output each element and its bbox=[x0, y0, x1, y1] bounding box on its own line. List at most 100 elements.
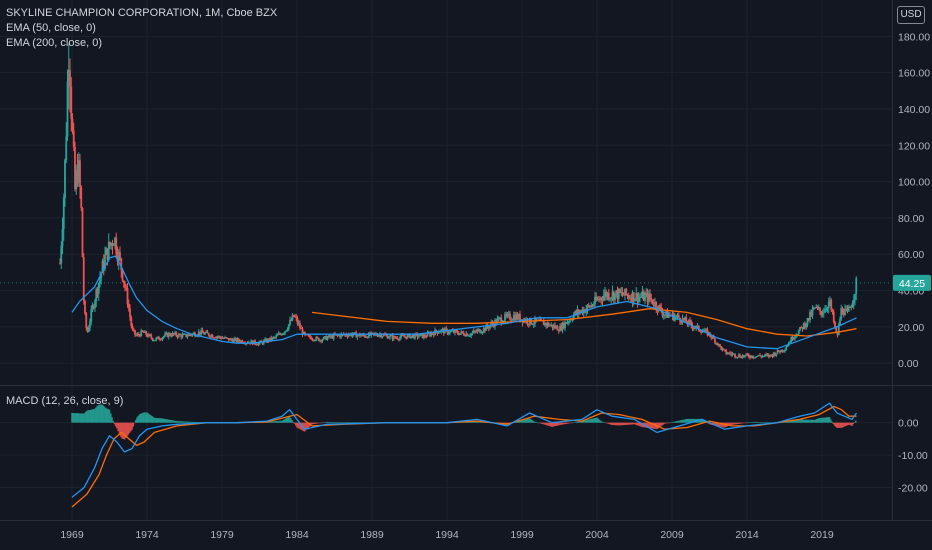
candle-body bbox=[505, 314, 508, 316]
candle-body bbox=[501, 322, 504, 324]
histogram-bar bbox=[271, 421, 273, 423]
histogram-bar bbox=[819, 417, 822, 423]
candle-body bbox=[682, 317, 685, 320]
candle-body bbox=[169, 333, 171, 336]
histogram-bar bbox=[817, 418, 820, 423]
histogram-bar bbox=[333, 422, 336, 423]
histogram-bar bbox=[637, 422, 640, 426]
histogram-bar bbox=[587, 419, 590, 423]
candle-body bbox=[467, 335, 470, 337]
candle-body bbox=[620, 292, 623, 294]
histogram-bar bbox=[548, 422, 551, 427]
chart-title[interactable]: SKYLINE CHAMPION CORPORATION, 1M, Cboe B… bbox=[6, 7, 278, 19]
histogram-bar bbox=[182, 421, 185, 423]
histogram-bar bbox=[714, 422, 717, 426]
x-tick-label: 1989 bbox=[360, 529, 384, 541]
candle-body bbox=[772, 352, 775, 357]
histogram-bar bbox=[179, 421, 182, 423]
candle-body bbox=[304, 332, 306, 335]
candle-body bbox=[691, 325, 694, 329]
macd-legend[interactable]: MACD (12, 26, close, 9) bbox=[6, 395, 124, 407]
candle-body bbox=[449, 331, 451, 333]
histogram-bar bbox=[832, 422, 835, 424]
histogram-bar bbox=[841, 422, 843, 428]
candle-body bbox=[177, 334, 180, 338]
candle-body bbox=[657, 305, 660, 312]
histogram-bar bbox=[687, 418, 690, 423]
candle-body bbox=[591, 305, 594, 307]
candle-body bbox=[690, 321, 693, 326]
x-tick-label: 1979 bbox=[210, 529, 234, 541]
ema50-legend[interactable]: EMA (50, close, 0) bbox=[6, 22, 96, 34]
candle-body bbox=[506, 314, 509, 316]
candle-body bbox=[751, 355, 754, 358]
histogram-bar bbox=[633, 422, 636, 425]
histogram-bar bbox=[592, 418, 595, 423]
candle-body bbox=[731, 353, 734, 355]
candle-body bbox=[744, 355, 746, 357]
candle-body bbox=[80, 186, 83, 209]
histogram-bar bbox=[688, 418, 691, 423]
candle-body bbox=[256, 344, 259, 346]
price-tick-label: 60.00 bbox=[898, 249, 924, 261]
candle-body bbox=[101, 260, 104, 273]
histogram-bar bbox=[299, 422, 302, 430]
price-tick-label: 160.00 bbox=[898, 68, 930, 80]
candle-body bbox=[76, 170, 79, 183]
price-tick-label: 20.00 bbox=[898, 322, 924, 334]
ema200-legend[interactable]: EMA (200, close, 0) bbox=[6, 37, 102, 49]
histogram-bar bbox=[191, 421, 193, 423]
candle-body bbox=[126, 288, 129, 304]
candle-body bbox=[696, 325, 699, 327]
histogram-bar bbox=[736, 422, 738, 425]
candle-body bbox=[616, 290, 619, 299]
histogram-bar bbox=[647, 422, 650, 428]
candle-body bbox=[265, 339, 268, 343]
candle-body bbox=[437, 332, 440, 334]
histogram-bar bbox=[81, 413, 83, 423]
histogram-bar bbox=[808, 419, 811, 423]
histogram-bar bbox=[503, 422, 506, 425]
candle-body bbox=[810, 312, 813, 316]
candle-body bbox=[552, 325, 555, 328]
candle-body bbox=[206, 331, 209, 334]
candle-body bbox=[674, 316, 676, 321]
candle-body bbox=[181, 334, 184, 338]
histogram-bar bbox=[143, 412, 146, 423]
histogram-bar bbox=[666, 422, 668, 424]
candle-body bbox=[174, 332, 176, 335]
candle-body bbox=[649, 293, 651, 298]
candle-body bbox=[756, 355, 759, 357]
candle-body bbox=[655, 302, 658, 309]
candle-body bbox=[175, 332, 178, 336]
candle-body bbox=[89, 321, 91, 328]
candle-body bbox=[667, 314, 670, 318]
histogram-bar bbox=[824, 417, 827, 423]
candle-body bbox=[609, 298, 611, 300]
histogram-bar bbox=[732, 422, 735, 425]
candle-body bbox=[804, 323, 806, 328]
histogram-bar bbox=[759, 422, 762, 423]
histogram-bar bbox=[616, 422, 618, 426]
candle-body bbox=[135, 334, 138, 336]
histogram-bar bbox=[828, 417, 831, 423]
candle-body bbox=[554, 325, 556, 328]
candle-body bbox=[462, 332, 465, 336]
candle-body bbox=[602, 295, 605, 301]
candle-body bbox=[504, 314, 506, 321]
currency-button[interactable]: USD bbox=[897, 6, 925, 24]
candle-body bbox=[614, 293, 616, 301]
histogram-bar bbox=[621, 422, 623, 426]
histogram-bar bbox=[151, 416, 153, 423]
histogram-bar bbox=[596, 417, 598, 423]
candle-body bbox=[511, 319, 514, 321]
candle-body bbox=[172, 333, 175, 335]
histogram-bar bbox=[168, 419, 171, 423]
histogram-bar bbox=[754, 421, 757, 423]
candle-body bbox=[396, 337, 399, 340]
candle-body bbox=[165, 333, 168, 335]
candle-body bbox=[384, 334, 386, 336]
candle-body bbox=[490, 322, 493, 326]
histogram-bar bbox=[814, 419, 817, 423]
